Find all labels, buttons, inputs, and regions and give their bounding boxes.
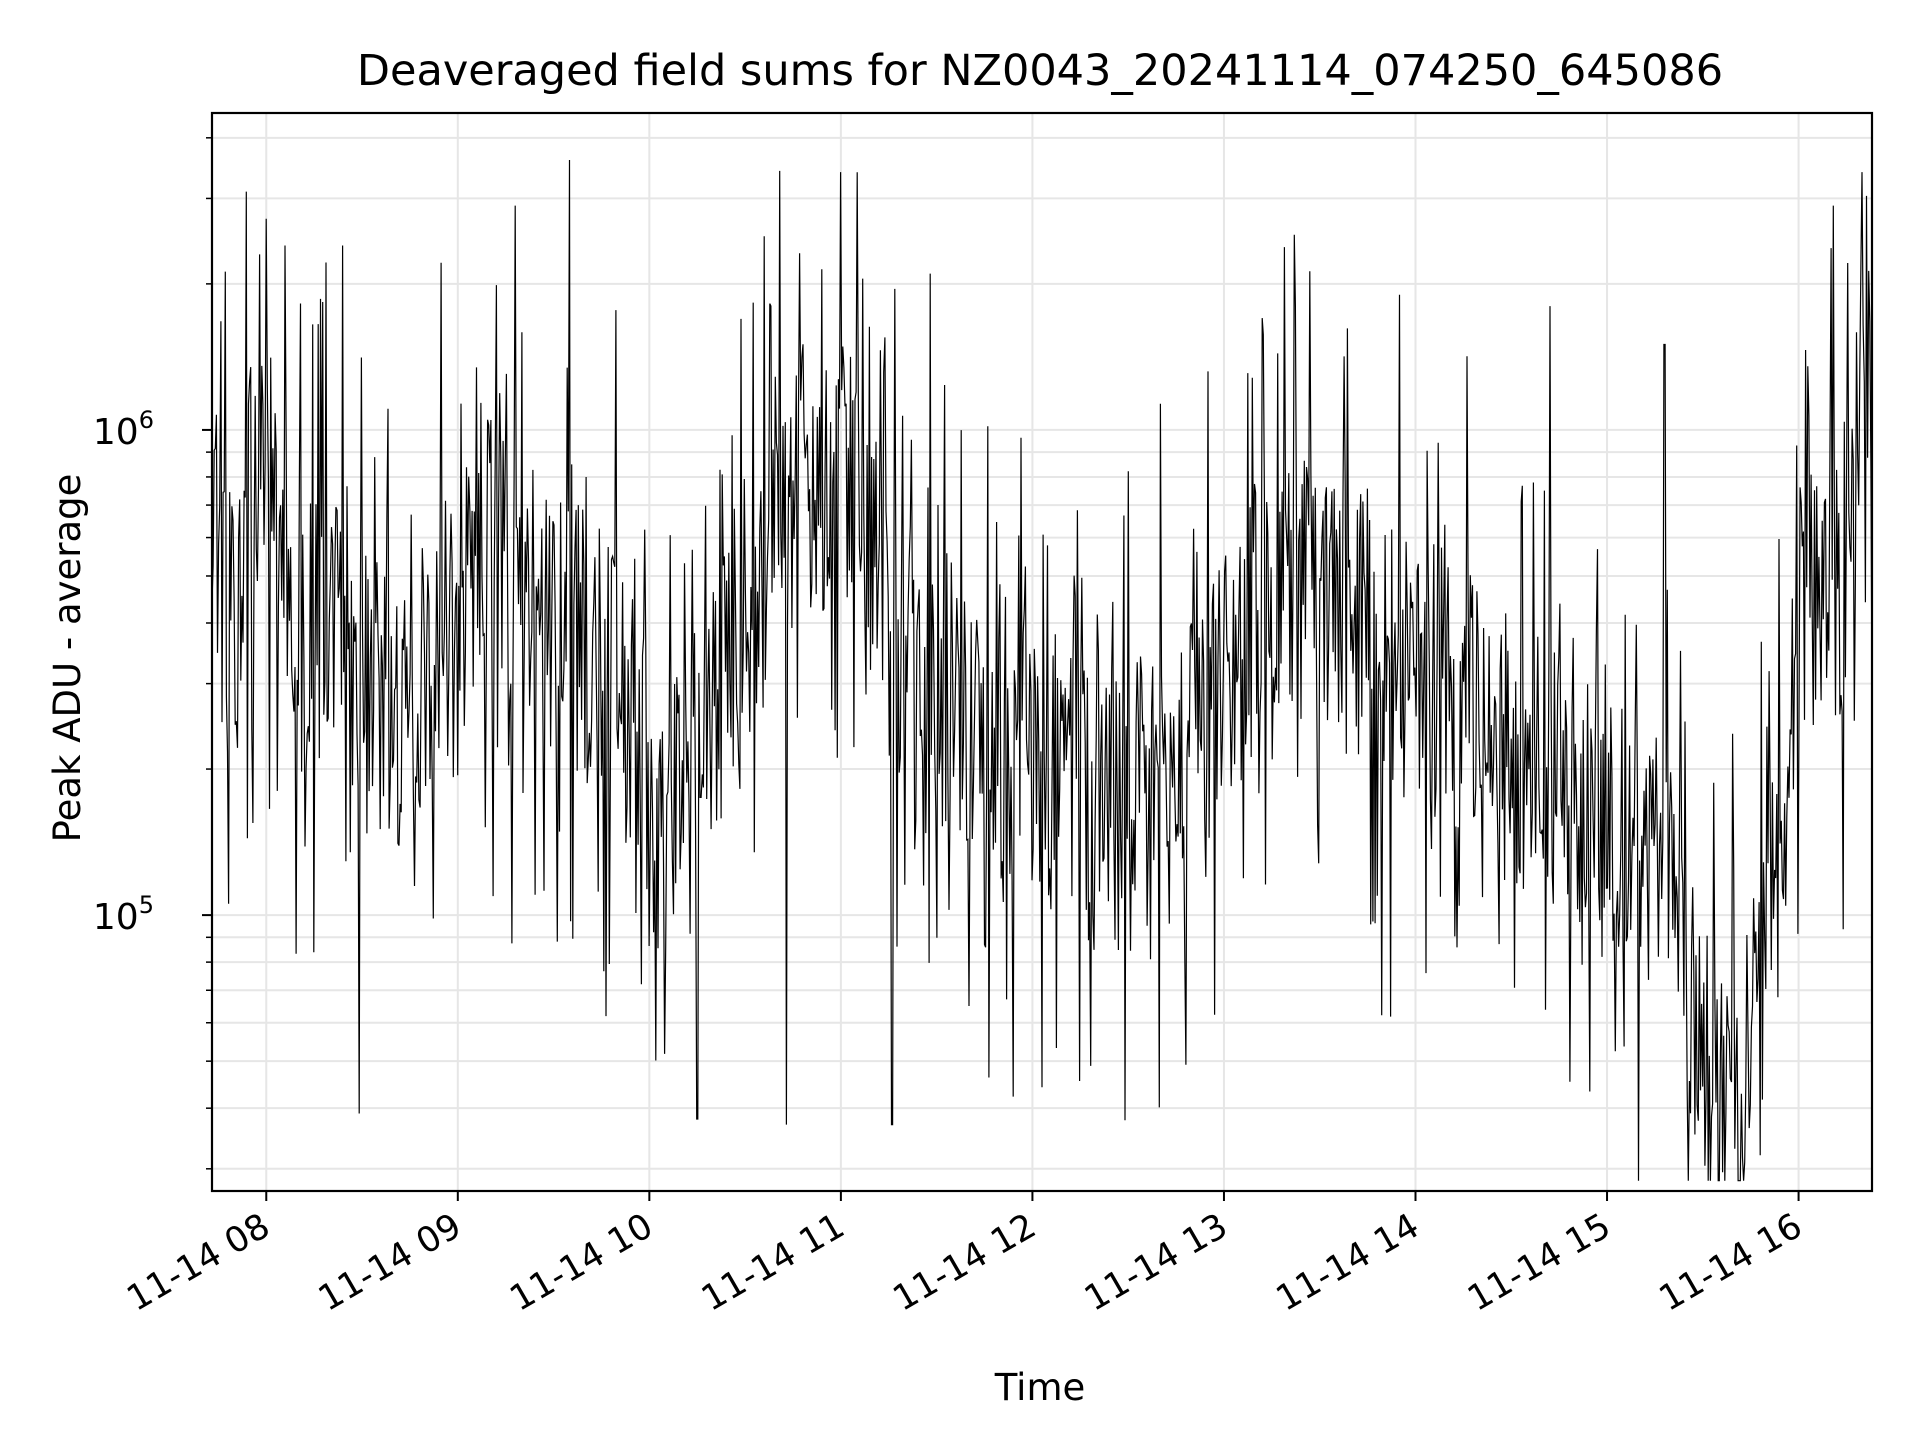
x-axis-label: Time <box>994 1366 1086 1409</box>
grid <box>212 113 1872 1191</box>
y-tick-base: 10 <box>93 897 139 938</box>
plot-frame <box>210 111 1874 1193</box>
series-layer <box>211 159 1873 1182</box>
y-tick-exponent: 6 <box>139 406 154 434</box>
y-tick-exponent: 5 <box>139 891 154 919</box>
series-line <box>211 159 1873 1182</box>
y-tick-base: 10 <box>93 412 139 453</box>
y-tick-label: 106 <box>93 406 154 453</box>
y-axis-label: Peak ADU - average <box>46 474 89 843</box>
chart-title: Deaveraged field sums for NZ0043_2024111… <box>357 46 1723 96</box>
y-tick-label: 105 <box>93 891 154 938</box>
